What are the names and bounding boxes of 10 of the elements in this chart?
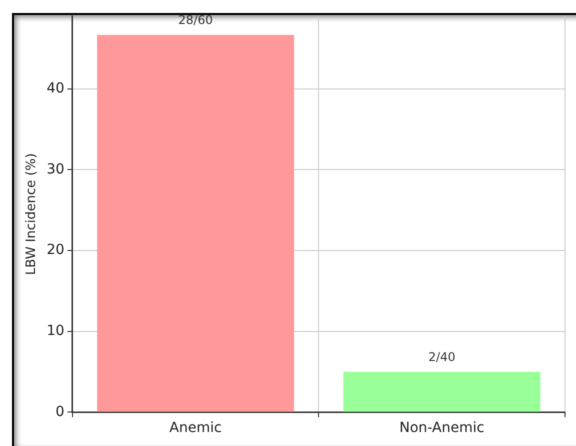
x-tick-label: Anemic [169,420,222,436]
y-axis-title: LBW Incidence (%) [24,153,40,275]
data-label: 28/60 [178,12,213,27]
y-tick-label: 0 [55,404,64,420]
y-tick-label: 20 [46,242,64,258]
x-tick-label: Non-Anemic [399,420,484,436]
y-tick-label: 40 [46,80,64,96]
data-label: 2/40 [428,350,456,364]
y-tick-label: 30 [46,161,64,178]
y-tick-label: 10 [46,322,64,339]
